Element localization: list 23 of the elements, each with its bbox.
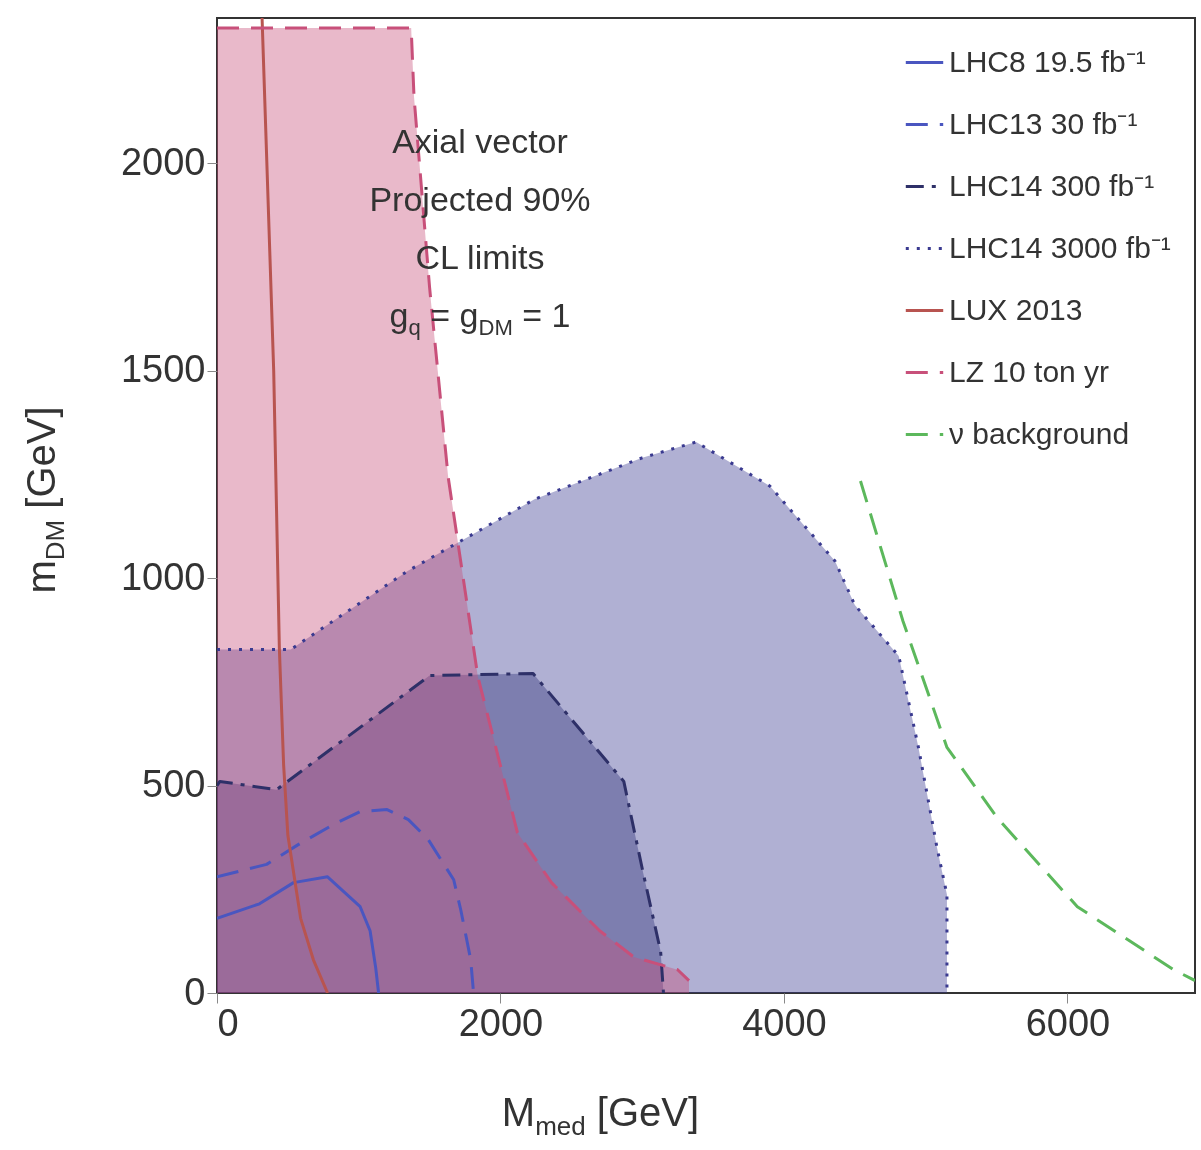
legend-label: LHC13 30 fb⁻¹ (949, 106, 1138, 140)
annotation: CL limits (414, 237, 546, 278)
line-series (217, 875, 381, 993)
y-tick-label: 2000 (120, 140, 206, 183)
legend-label: LHC14 300 fb⁻¹ (949, 168, 1155, 202)
legend-label: LHC8 19.5 fb⁻¹ (949, 44, 1146, 78)
legend-label: LUX 2013 (949, 292, 1083, 326)
x-tick-label: 0 (217, 1001, 239, 1044)
annotation: Axial vector (391, 121, 569, 162)
y-tick-label: 500 (142, 763, 206, 806)
y-tick-label: 1500 (120, 348, 206, 391)
legend-label: ν background (949, 416, 1130, 450)
line-series (260, 18, 330, 993)
legend-label: LZ 10 ton yr (949, 354, 1110, 388)
annotation: Projected 90% (368, 179, 592, 220)
x-tick-label: 4000 (742, 1001, 827, 1044)
x-tick-label: 6000 (1025, 1001, 1111, 1044)
x-tick-label: 2000 (458, 1001, 544, 1044)
legend-label: LHC14 3000 fb⁻¹ (949, 230, 1171, 264)
y-tick-label: 0 (184, 970, 206, 1013)
line-series (859, 479, 1195, 983)
x-axis-title: M$_{med}$ [GeV] (500, 1090, 701, 1142)
y-tick-label: 1000 (120, 555, 206, 598)
